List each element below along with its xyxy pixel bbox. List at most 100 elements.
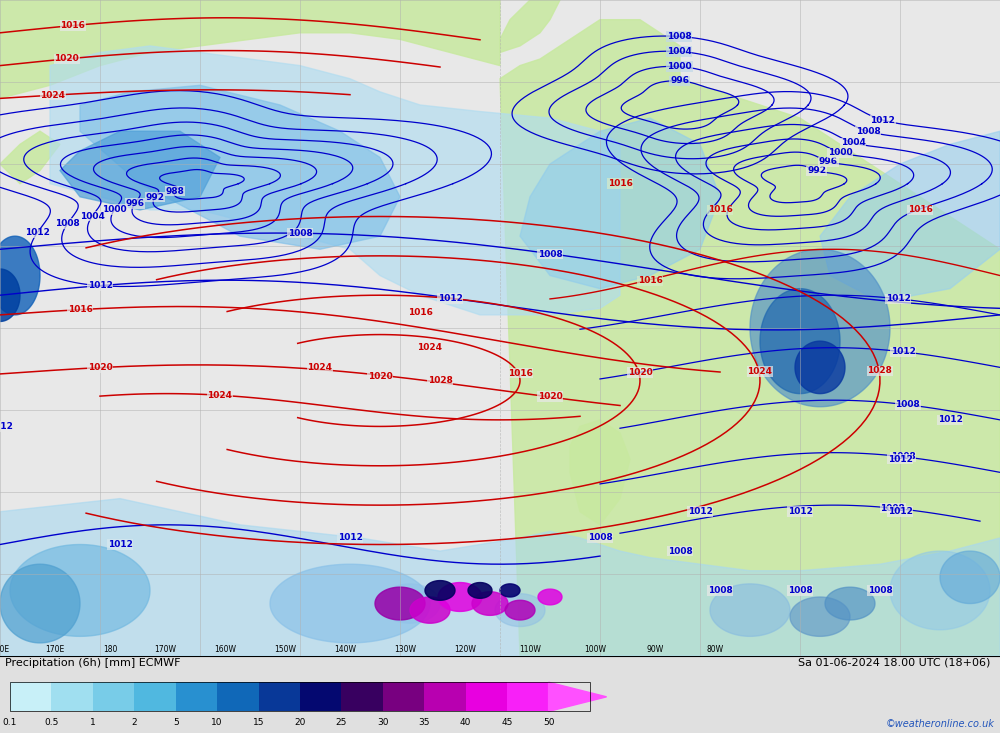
Text: 1024: 1024 bbox=[308, 363, 332, 372]
Text: 1016: 1016 bbox=[60, 21, 85, 30]
Text: 120W: 120W bbox=[454, 646, 476, 655]
Text: Sa 01-06-2024 18.00 UTC (18+06): Sa 01-06-2024 18.00 UTC (18+06) bbox=[798, 658, 990, 668]
Bar bbox=[466, 682, 507, 712]
Polygon shape bbox=[375, 587, 425, 620]
Text: 180: 180 bbox=[103, 646, 117, 655]
Text: 1012: 1012 bbox=[870, 116, 895, 125]
Text: 1016: 1016 bbox=[408, 308, 432, 317]
Text: 1000: 1000 bbox=[102, 205, 127, 214]
Text: 988: 988 bbox=[166, 187, 185, 196]
Polygon shape bbox=[0, 564, 80, 643]
Text: 25: 25 bbox=[336, 718, 347, 726]
Text: 1000: 1000 bbox=[667, 62, 692, 71]
Text: 1024: 1024 bbox=[747, 367, 772, 376]
Text: 1028: 1028 bbox=[867, 366, 892, 375]
Text: 90W: 90W bbox=[646, 646, 664, 655]
Bar bbox=[259, 682, 300, 712]
Text: 10: 10 bbox=[211, 718, 223, 726]
Polygon shape bbox=[50, 46, 620, 315]
Text: 1012: 1012 bbox=[338, 534, 362, 542]
Polygon shape bbox=[538, 589, 562, 605]
Text: 1016: 1016 bbox=[608, 179, 632, 188]
Text: 1020: 1020 bbox=[88, 364, 112, 372]
Text: 996: 996 bbox=[670, 76, 689, 86]
Polygon shape bbox=[505, 600, 535, 620]
Text: 1012: 1012 bbox=[88, 281, 112, 290]
Text: 1012: 1012 bbox=[108, 540, 132, 549]
Text: 1028: 1028 bbox=[428, 376, 452, 385]
Text: 1012: 1012 bbox=[888, 507, 912, 516]
Bar bbox=[341, 682, 383, 712]
Polygon shape bbox=[0, 236, 40, 315]
Bar bbox=[300, 682, 341, 712]
Text: 1016: 1016 bbox=[508, 369, 532, 377]
Bar bbox=[424, 682, 466, 712]
Text: 150W: 150W bbox=[274, 646, 296, 655]
Bar bbox=[51, 682, 93, 712]
Bar bbox=[383, 682, 424, 712]
Polygon shape bbox=[825, 587, 875, 620]
Text: 992: 992 bbox=[146, 193, 165, 202]
Polygon shape bbox=[0, 0, 500, 98]
Text: 1016: 1016 bbox=[68, 305, 92, 314]
Text: 80W: 80W bbox=[706, 646, 724, 655]
Text: 1020: 1020 bbox=[368, 372, 392, 380]
Text: ©weatheronline.co.uk: ©weatheronline.co.uk bbox=[886, 719, 995, 729]
Bar bbox=[217, 682, 259, 712]
Bar bbox=[507, 682, 549, 712]
Bar bbox=[10, 682, 51, 712]
Polygon shape bbox=[495, 594, 545, 627]
Text: 1004: 1004 bbox=[667, 47, 692, 56]
Text: 0.1: 0.1 bbox=[3, 718, 17, 726]
Text: 1024: 1024 bbox=[208, 391, 232, 399]
Polygon shape bbox=[520, 118, 720, 289]
Text: 1020: 1020 bbox=[628, 368, 652, 377]
Text: 1016: 1016 bbox=[708, 205, 732, 215]
Text: 2: 2 bbox=[131, 718, 137, 726]
Polygon shape bbox=[500, 20, 1000, 656]
Polygon shape bbox=[472, 592, 508, 616]
Polygon shape bbox=[760, 289, 840, 394]
Text: 1016: 1016 bbox=[908, 205, 932, 215]
Polygon shape bbox=[795, 341, 845, 394]
Polygon shape bbox=[820, 131, 1000, 302]
Text: 996: 996 bbox=[125, 199, 144, 208]
Polygon shape bbox=[0, 131, 60, 184]
Text: Precipitation (6h) [mm] ECMWF: Precipitation (6h) [mm] ECMWF bbox=[5, 658, 180, 668]
Text: 1008: 1008 bbox=[891, 452, 915, 461]
Text: 170W: 170W bbox=[154, 646, 176, 655]
Text: 110W: 110W bbox=[519, 646, 541, 655]
Text: 1024: 1024 bbox=[41, 91, 66, 100]
Bar bbox=[10, 682, 590, 712]
Text: 180E: 180E bbox=[0, 646, 10, 655]
Polygon shape bbox=[380, 584, 440, 623]
Text: 15: 15 bbox=[253, 718, 264, 726]
Polygon shape bbox=[410, 597, 450, 623]
Text: 35: 35 bbox=[419, 718, 430, 726]
Polygon shape bbox=[425, 581, 455, 600]
Polygon shape bbox=[270, 564, 430, 643]
Text: 1008: 1008 bbox=[668, 547, 692, 556]
Text: 1012: 1012 bbox=[25, 229, 50, 237]
Text: 996: 996 bbox=[819, 158, 838, 166]
Polygon shape bbox=[940, 551, 1000, 603]
Text: 1012: 1012 bbox=[688, 507, 712, 516]
Text: 1008: 1008 bbox=[880, 504, 905, 512]
Text: 1012: 1012 bbox=[938, 416, 962, 424]
Text: 140W: 140W bbox=[334, 646, 356, 655]
Text: 1012: 1012 bbox=[0, 422, 12, 431]
Polygon shape bbox=[468, 583, 492, 598]
Polygon shape bbox=[500, 0, 560, 53]
Text: 1012: 1012 bbox=[438, 294, 462, 303]
Text: 5: 5 bbox=[173, 718, 179, 726]
Polygon shape bbox=[890, 551, 990, 630]
Bar bbox=[134, 682, 176, 712]
Polygon shape bbox=[60, 131, 220, 210]
Text: 1008: 1008 bbox=[588, 534, 612, 542]
Polygon shape bbox=[10, 545, 150, 636]
Text: 1000: 1000 bbox=[828, 148, 852, 158]
Polygon shape bbox=[80, 85, 400, 249]
Text: 1008: 1008 bbox=[788, 586, 812, 595]
Text: 1: 1 bbox=[90, 718, 96, 726]
Polygon shape bbox=[0, 498, 1000, 656]
